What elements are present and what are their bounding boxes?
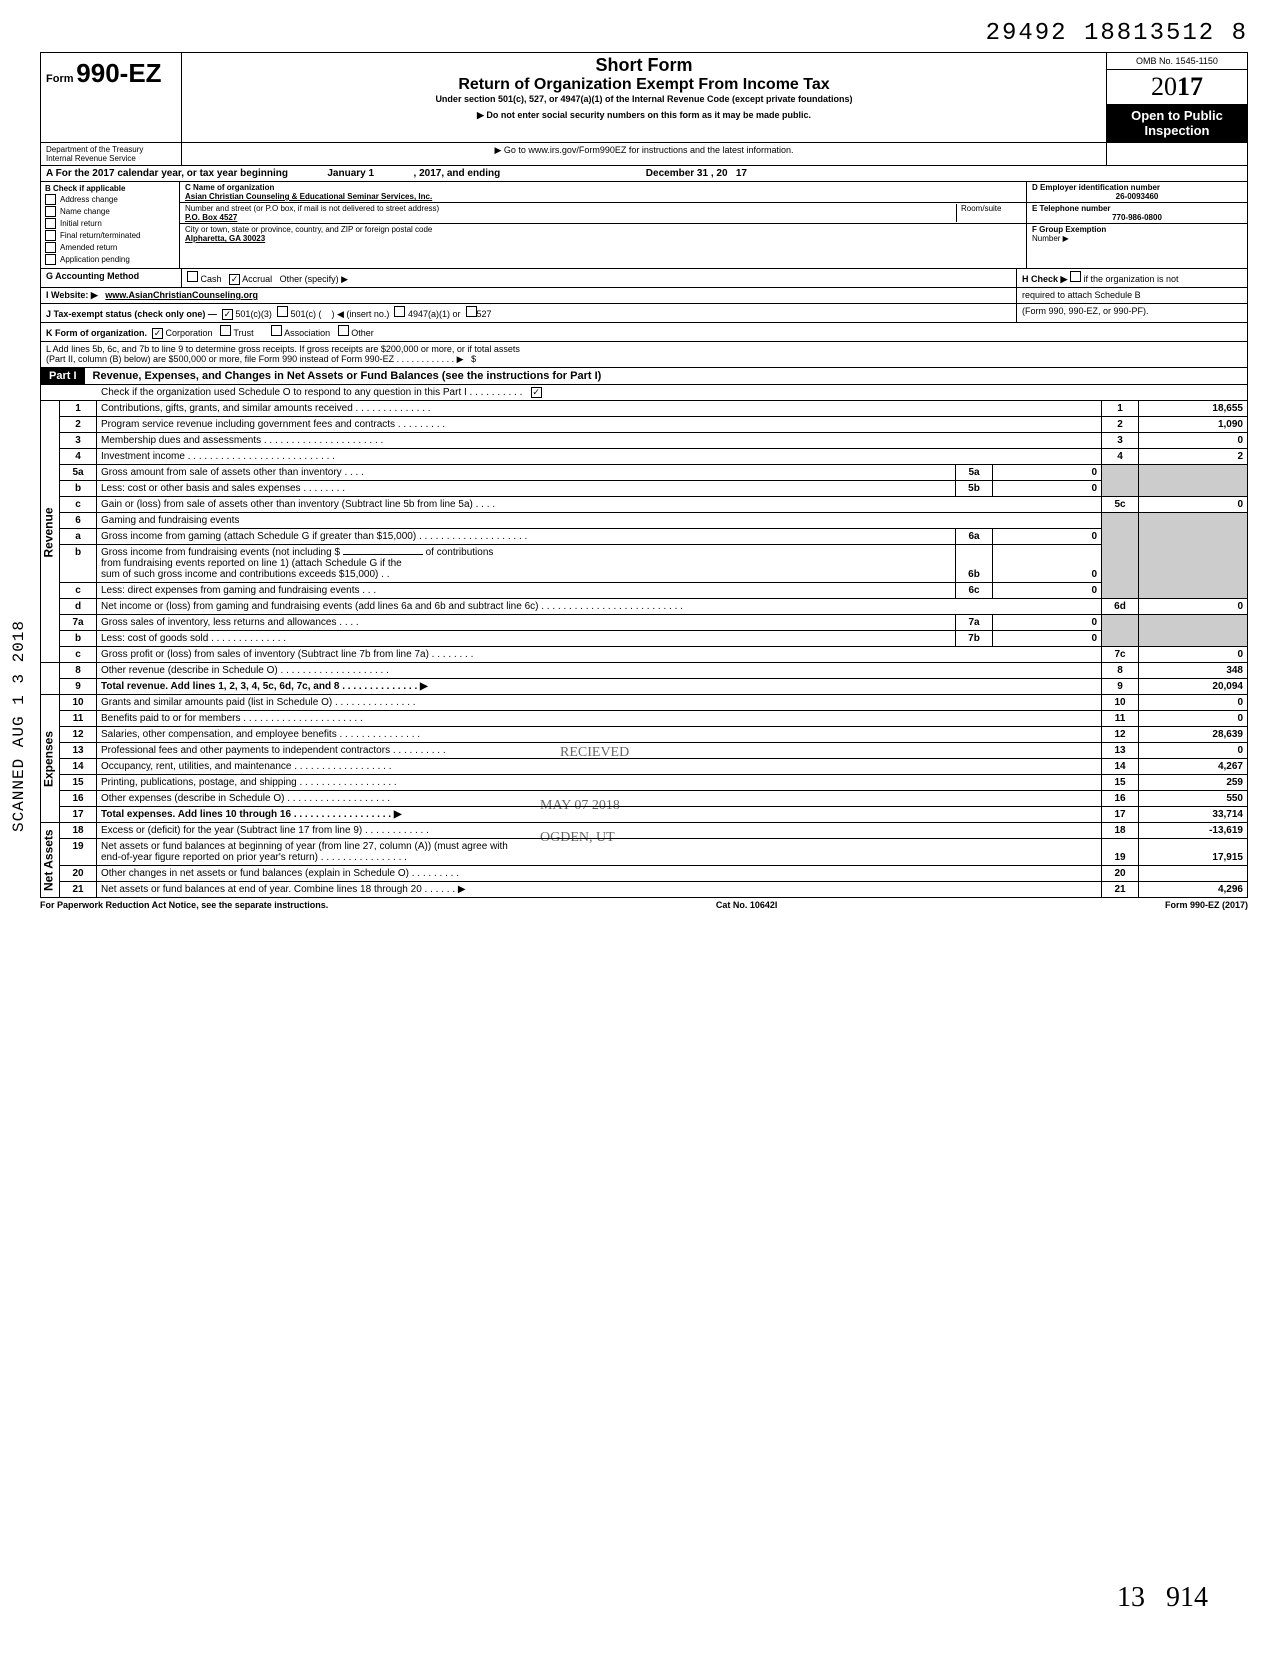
chk-527[interactable] xyxy=(466,306,477,317)
chk-501c[interactable] xyxy=(277,306,288,317)
inspection: Inspection xyxy=(1109,123,1245,138)
name-label: C Name of organization xyxy=(185,183,274,192)
city-label: City or town, state or province, country… xyxy=(185,225,432,234)
chk-trust[interactable] xyxy=(220,325,231,336)
col-b-header: B Check if applicable xyxy=(45,184,175,193)
check-o-text: Check if the organization used Schedule … xyxy=(101,387,522,398)
f-label2: Number ▶ xyxy=(1032,234,1069,243)
chk-address[interactable] xyxy=(45,194,56,205)
chk-h[interactable] xyxy=(1070,271,1081,282)
chk-pending[interactable] xyxy=(45,254,56,265)
tel: 770-986-0800 xyxy=(1032,213,1242,222)
website: www.AsianChristianCounseling.org xyxy=(105,290,258,300)
lbl-address: Address change xyxy=(60,195,118,204)
footer-left: For Paperwork Reduction Act Notice, see … xyxy=(40,900,328,910)
line-a: A For the 2017 calendar year, or tax yea… xyxy=(40,166,1248,182)
part1-title: Revenue, Expenses, and Changes in Net As… xyxy=(85,370,602,382)
ein: 26-0093460 xyxy=(1032,192,1242,201)
revenue-label: Revenue xyxy=(41,401,60,663)
form-number: 990-EZ xyxy=(76,58,161,88)
netassets-label: Net Assets xyxy=(41,823,60,898)
f-label: F Group Exemption xyxy=(1032,225,1106,234)
chk-501c3[interactable]: ✓ xyxy=(222,309,233,320)
year-prefix: 20 xyxy=(1151,72,1177,101)
handwritten-note: 13 914 xyxy=(1117,1582,1208,1614)
dept-irs: Internal Revenue Service xyxy=(46,154,176,163)
tel-label: E Telephone number xyxy=(1032,204,1111,213)
org-addr: P.O. Box 4527 xyxy=(185,213,237,222)
lbl-pending: Application pending xyxy=(60,255,130,264)
chk-schedule-o[interactable]: ✓ xyxy=(531,387,542,398)
chk-4947[interactable] xyxy=(394,306,405,317)
omb-number: OMB No. 1545-1150 xyxy=(1107,53,1247,70)
doc-stamp-number: 29492 18813512 8 xyxy=(40,20,1248,47)
chk-assoc[interactable] xyxy=(271,325,282,336)
warn-ssn: ▶ Do not enter social security numbers o… xyxy=(187,110,1101,121)
j-label: J Tax-exempt status (check only one) — xyxy=(46,309,217,319)
title-return: Return of Organization Exempt From Incom… xyxy=(187,76,1101,94)
footer-mid: Cat No. 10642I xyxy=(716,900,778,910)
chk-initial[interactable] xyxy=(45,218,56,229)
chk-corp[interactable]: ✓ xyxy=(152,328,163,339)
i-label: I Website: ▶ xyxy=(46,290,98,300)
dept-treasury: Department of the Treasury xyxy=(46,145,176,154)
chk-cash[interactable] xyxy=(187,271,198,282)
lbl-name: Name change xyxy=(60,207,110,216)
scanned-stamp: SCANNED AUG 1 3 2018 xyxy=(10,620,28,832)
chk-amended[interactable] xyxy=(45,242,56,253)
chk-final[interactable] xyxy=(45,230,56,241)
title-short-form: Short Form xyxy=(187,55,1101,76)
org-city: Alpharetta, GA 30023 xyxy=(185,234,265,243)
org-name: Asian Christian Counseling & Educational… xyxy=(185,192,432,201)
l-text2: (Part II, column (B) below) are $500,000… xyxy=(46,354,464,364)
part1-label: Part I xyxy=(41,368,85,384)
open-public: Open to Public xyxy=(1109,108,1245,123)
k-label: K Form of organization. xyxy=(46,328,147,338)
g-label: G Accounting Method xyxy=(41,269,182,287)
expenses-label: Expenses xyxy=(41,695,60,823)
form-header: Form 990-EZ Short Form Return of Organiz… xyxy=(40,52,1248,143)
ein-label: D Employer identification number xyxy=(1032,183,1160,192)
room-label: Room/suite xyxy=(956,204,1021,222)
l-amt: $ xyxy=(471,354,476,364)
subtitle: Under section 501(c), 527, or 4947(a)(1)… xyxy=(187,94,1101,104)
lbl-initial: Initial return xyxy=(60,219,102,228)
chk-other[interactable] xyxy=(338,325,349,336)
goto-link: ▶ Go to www.irs.gov/Form990EZ for instru… xyxy=(182,143,1107,165)
form-prefix: Form xyxy=(46,73,74,85)
year-bold: 17 xyxy=(1177,72,1203,101)
footer: For Paperwork Reduction Act Notice, see … xyxy=(40,898,1248,910)
lbl-amended: Amended return xyxy=(60,243,117,252)
lines-table: Revenue 1Contributions, gifts, grants, a… xyxy=(40,401,1248,898)
footer-right: Form 990-EZ (2017) xyxy=(1165,900,1248,910)
l-text1: L Add lines 5b, 6c, and 7b to line 9 to … xyxy=(46,344,1242,354)
lbl-final: Final return/terminated xyxy=(60,231,140,240)
chk-accrual[interactable]: ✓ xyxy=(229,274,240,285)
addr-label: Number and street (or P.O box, if mail i… xyxy=(185,204,439,213)
